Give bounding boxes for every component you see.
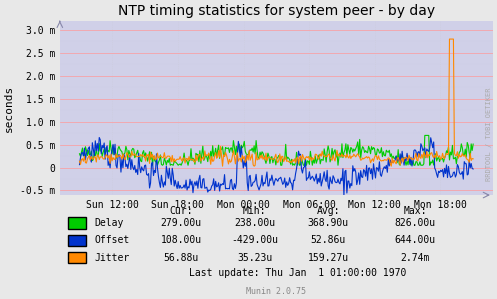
Text: 2.74m: 2.74m	[400, 253, 429, 263]
Text: Delay: Delay	[94, 218, 124, 228]
FancyBboxPatch shape	[69, 235, 86, 246]
Text: Last update: Thu Jan  1 01:00:00 1970: Last update: Thu Jan 1 01:00:00 1970	[189, 268, 407, 278]
FancyBboxPatch shape	[69, 252, 86, 263]
Text: 159.27u: 159.27u	[308, 253, 349, 263]
Text: 238.00u: 238.00u	[234, 218, 275, 228]
Text: Jitter: Jitter	[94, 253, 130, 263]
Text: Min:: Min:	[243, 205, 266, 216]
Text: Offset: Offset	[94, 235, 130, 245]
Text: -429.00u: -429.00u	[231, 235, 278, 245]
Text: Munin 2.0.75: Munin 2.0.75	[247, 287, 306, 296]
Text: 368.90u: 368.90u	[308, 218, 349, 228]
Text: 644.00u: 644.00u	[394, 235, 435, 245]
Y-axis label: seconds: seconds	[4, 84, 14, 132]
Text: 279.00u: 279.00u	[161, 218, 202, 228]
Text: 35.23u: 35.23u	[237, 253, 272, 263]
Text: 56.88u: 56.88u	[164, 253, 199, 263]
Text: 108.00u: 108.00u	[161, 235, 202, 245]
Text: Avg:: Avg:	[317, 205, 340, 216]
Text: 826.00u: 826.00u	[394, 218, 435, 228]
Text: 52.86u: 52.86u	[311, 235, 346, 245]
Text: RRDTOOL / TOBI OETIKER: RRDTOOL / TOBI OETIKER	[486, 88, 492, 181]
Title: NTP timing statistics for system peer - by day: NTP timing statistics for system peer - …	[118, 4, 435, 18]
FancyBboxPatch shape	[69, 217, 86, 228]
Text: Max:: Max:	[403, 205, 426, 216]
Text: Cur:: Cur:	[169, 205, 193, 216]
